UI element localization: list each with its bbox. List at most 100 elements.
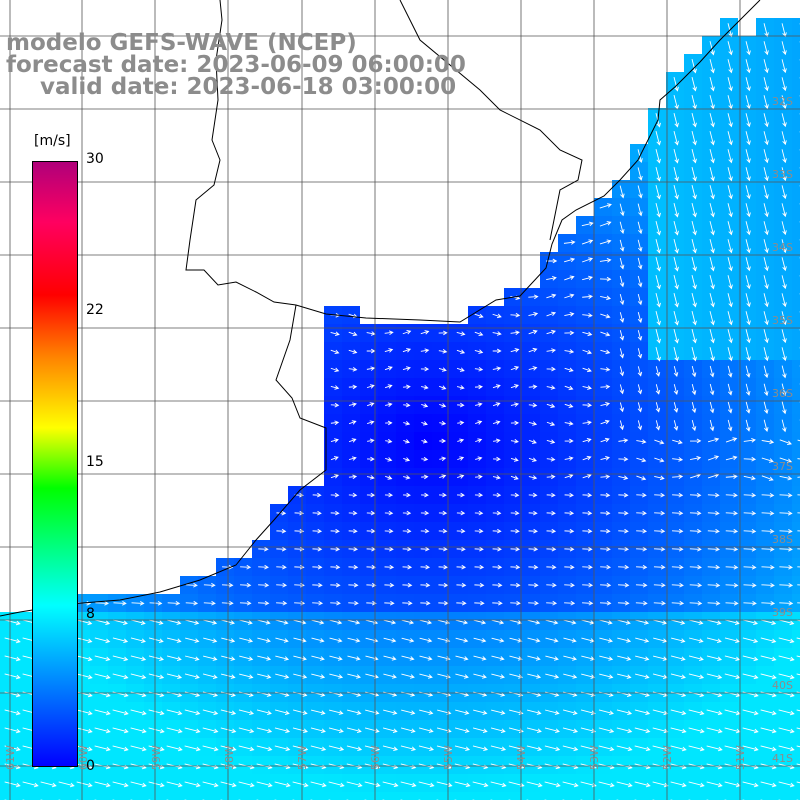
wind-speed-cell: [792, 90, 800, 108]
wind-arrow: [743, 456, 757, 462]
wind-arrow: [346, 727, 362, 733]
wind-arrow: [781, 131, 787, 146]
wind-arrow: [492, 510, 502, 516]
wind-arrow: [655, 202, 661, 218]
wind-arrow: [580, 745, 597, 752]
wind-arrow: [510, 492, 520, 498]
wind-arrow: [546, 329, 556, 335]
wind-arrow: [673, 275, 679, 290]
coastline: [185, 0, 761, 323]
wind-arrow: [670, 727, 687, 734]
wind-arrow: [618, 510, 629, 516]
wind-arrow: [112, 745, 129, 752]
wind-arrow: [348, 528, 358, 534]
wind-arrow: [653, 619, 668, 625]
wind-arrow: [653, 546, 666, 552]
wind-arrow: [456, 367, 465, 372]
wind-arrow: [636, 528, 648, 534]
wind-arrow: [348, 456, 357, 461]
wind-speed-cell: [792, 36, 800, 54]
wind-arrow: [725, 455, 738, 461]
wind-arrow: [346, 781, 363, 788]
wind-arrow: [546, 456, 556, 462]
wind-arrow: [402, 510, 412, 516]
wind-arrow: [202, 745, 219, 752]
wind-arrow: [275, 637, 289, 643]
wind-arrow: [779, 600, 794, 606]
wind-arrow: [689, 492, 702, 498]
wind-arrow: [727, 131, 733, 146]
wind-arrow: [239, 619, 253, 625]
wind-arrow: [238, 691, 254, 697]
wind-arrow: [599, 221, 612, 227]
wind-arrow: [655, 384, 661, 395]
wind-arrow: [709, 293, 715, 308]
wind-arrow: [600, 564, 612, 570]
wind-arrow: [635, 600, 648, 606]
wind-arrow: [240, 564, 252, 570]
wind-arrow: [689, 600, 703, 606]
wind-arrow: [4, 691, 21, 698]
wind-arrow: [619, 203, 625, 217]
wind-arrow: [781, 329, 787, 344]
wind-arrow: [438, 349, 448, 354]
wind-arrow: [455, 637, 469, 643]
wind-arrow: [312, 528, 323, 534]
wind-arrow: [510, 366, 520, 371]
wind-arrow: [745, 77, 751, 92]
wind-arrow: [691, 257, 697, 272]
wind-arrow: [688, 673, 705, 680]
wind-arrow: [421, 456, 429, 462]
wind-arrow: [779, 546, 793, 552]
wind-arrow: [689, 528, 702, 534]
wind-arrow: [330, 385, 340, 390]
wind-arrow: [348, 510, 358, 516]
wind-arrow: [256, 709, 272, 715]
wind-arrow: [689, 546, 702, 552]
wind-arrow: [348, 366, 358, 372]
wind-arrow: [421, 438, 428, 444]
wind-arrow: [707, 510, 720, 516]
wind-arrow: [403, 457, 411, 462]
wind-arrow: [454, 781, 471, 788]
wind-speed-cell: [144, 792, 162, 800]
wind-arrow: [419, 619, 433, 625]
wind-arrow: [689, 564, 702, 570]
wind-speed-cell: [792, 720, 800, 738]
wind-arrow: [600, 295, 612, 301]
wind-arrow: [457, 474, 465, 479]
wind-arrow: [599, 655, 614, 661]
wind-arrow: [796, 763, 800, 766]
colorbar-tick-22: 22: [86, 302, 104, 318]
wind-arrow: [688, 655, 704, 661]
wind-arrow: [420, 546, 430, 552]
wind-arrow: [797, 566, 800, 568]
wind-arrow: [436, 745, 453, 752]
wind-arrow: [546, 276, 557, 281]
wind-arrow: [797, 584, 800, 586]
wind-speed-cell: [468, 792, 486, 800]
wind-arrow: [166, 655, 182, 661]
wind-arrow: [130, 655, 147, 662]
wind-arrow: [760, 691, 777, 698]
wind-arrow: [600, 528, 611, 534]
wind-arrow: [474, 546, 484, 552]
wind-arrow: [727, 329, 733, 344]
wind-arrow: [673, 239, 679, 254]
wind-arrow: [652, 745, 669, 752]
wind-arrow: [439, 474, 447, 479]
wind-arrow: [473, 619, 487, 625]
wind-arrow: [691, 293, 697, 308]
wind-arrow: [329, 637, 343, 643]
wind-arrow: [743, 582, 757, 588]
wind-arrow: [94, 619, 111, 626]
wind-arrow: [564, 528, 575, 534]
wind-arrow: [112, 637, 129, 644]
wind-arrow: [257, 637, 271, 643]
wind-arrow: [366, 384, 375, 389]
wind-arrow: [564, 456, 574, 461]
latitude-label: 37S: [772, 460, 793, 473]
river-plate-shore: [399, 0, 583, 241]
wind-arrow: [384, 528, 394, 534]
